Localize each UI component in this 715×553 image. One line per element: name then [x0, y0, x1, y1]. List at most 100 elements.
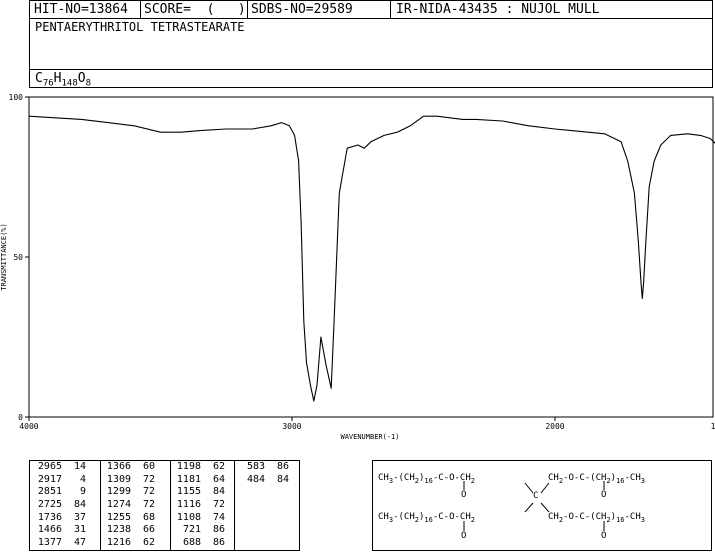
peak-transmittance: 14 — [73, 461, 86, 472]
structure-sub: 2 — [470, 515, 475, 524]
peak-transmittance: 62 — [142, 537, 155, 549]
peak-transmittance: 72 — [142, 486, 155, 498]
peak-wavenumber: 1238 — [106, 524, 131, 536]
peak-wavenumber: 1181 — [176, 473, 201, 485]
plot-frame — [28, 96, 714, 418]
ir-spectrum-chart: 40003000200015001000500100500WAVENUMBER(… — [0, 93, 715, 441]
peak-transmittance: 66 — [142, 524, 155, 536]
peak-row: 2851 9 — [32, 486, 96, 499]
structure-sub: 3 — [388, 515, 394, 524]
peak-transmittance: 37 — [73, 511, 86, 523]
peak-transmittance: 74 — [212, 511, 225, 523]
peak-wavenumber: 583 — [246, 461, 265, 472]
structure-text: -CH — [624, 473, 641, 483]
peak-transmittance: 84 — [276, 473, 289, 485]
x-tick-label: 1500 — [711, 422, 715, 431]
structure-text: CH — [378, 473, 389, 483]
divider — [140, 1, 141, 18]
structure-text: CH — [548, 473, 559, 483]
peak-row: 1299 72 — [101, 486, 169, 499]
central-carbon: C — [533, 491, 539, 501]
peak-row: 688 86 — [171, 537, 233, 550]
peak-wavenumber: 2725 — [37, 499, 62, 511]
peak-column: 2965 14 2917 4 2851 9 2725 84 1736 37 1466 31 1377 47 — [32, 461, 96, 550]
structure-sub: 2 — [470, 476, 475, 485]
peak-column: 1366 60 1309 72 1299 72 1274 72 1255 68 1238 66 1216… — [100, 461, 169, 550]
molecular-formula: C76H148O8 — [35, 71, 91, 89]
peak-transmittance: 84 — [212, 486, 225, 498]
peak-column: 1198 62 1181 64 1155 84 1116 72 1108 74 721 86 688 86 — [170, 461, 233, 550]
structure-text: -O-C-(CH — [563, 473, 607, 483]
spectrum-header: HIT-NO=13864 SCORE= ( ) SDBS-NO=29589 IR… — [29, 0, 713, 89]
peak-wavenumber: 1116 — [176, 499, 201, 511]
peak-wavenumber: 2851 — [37, 486, 62, 498]
divider — [390, 1, 391, 18]
peak-wavenumber: 1216 — [106, 537, 131, 549]
peak-row: 1108 74 — [171, 512, 233, 525]
structure-text: ) — [418, 473, 425, 483]
hit-number: HIT-NO=13864 — [34, 2, 128, 17]
x-tick-label: 3000 — [282, 422, 301, 431]
peak-row: 1736 37 — [32, 512, 96, 525]
peak-wavenumber: 688 — [182, 537, 201, 549]
peak-transmittance: 31 — [73, 524, 86, 536]
peak-row: 1366 60 — [101, 461, 169, 474]
peak-row: 484 84 — [235, 474, 300, 487]
peak-transmittance: 47 — [73, 537, 86, 549]
peak-wavenumber: 1377 — [37, 537, 62, 549]
ir-nida-info: IR-NIDA-43435 : NUJOL MULL — [396, 2, 600, 17]
peak-row: 1238 66 — [101, 524, 169, 537]
structure-text: ) — [610, 512, 617, 522]
peak-transmittance: 9 — [79, 486, 86, 498]
y-tick-label: 50 — [13, 253, 23, 262]
structure-sub: 16 — [424, 476, 433, 485]
structure-text: ) — [610, 473, 617, 483]
divider — [247, 1, 248, 18]
peak-row: 1155 84 — [171, 486, 233, 499]
peak-transmittance: 68 — [142, 511, 155, 523]
structure-text: CH — [548, 512, 559, 522]
peak-transmittance: 4 — [79, 473, 86, 485]
header-info-row: HIT-NO=13864 SCORE= ( ) SDBS-NO=29589 IR… — [30, 1, 712, 19]
structure-text: -CH — [624, 512, 641, 522]
peak-row: 1274 72 — [101, 499, 169, 512]
ester-chain-bottom: CH3-(CH2)16-C-O-CH2 — [378, 512, 475, 524]
peak-row: 1309 72 — [101, 474, 169, 487]
x-axis-label: WAVENUMBER(-1) — [340, 433, 399, 441]
peak-wavenumber: 1255 — [106, 511, 131, 523]
x-tick-label: 4000 — [19, 422, 38, 431]
peak-row: 1116 72 — [171, 499, 233, 512]
structure-sub: 3 — [640, 515, 645, 524]
spectrum-line — [28, 115, 715, 402]
peak-transmittance: 86 — [276, 461, 289, 472]
peak-transmittance: 86 — [212, 524, 225, 536]
formula-count: 76 — [42, 78, 54, 89]
formula-count: 148 — [61, 78, 78, 89]
peak-transmittance: 84 — [73, 499, 86, 511]
peak-row: 583 86 — [235, 461, 300, 474]
structure-sub: 3 — [388, 476, 394, 485]
sdbs-number: SDBS-NO=29589 — [251, 2, 353, 17]
formula-count: 8 — [85, 78, 92, 89]
peak-row: 1377 47 — [32, 537, 96, 550]
structure-sub: 2 — [606, 515, 611, 524]
structure-text: -C-O-CH — [432, 512, 471, 522]
peak-row: 1198 62 — [171, 461, 233, 474]
structure-sub: 2 — [558, 476, 564, 485]
carbonyl-oxygen: O — [461, 531, 467, 541]
y-tick-label: 100 — [9, 93, 24, 102]
structure-text: -O-C-(CH — [563, 512, 607, 522]
carbonyl-oxygen: O — [461, 490, 467, 500]
peak-wavenumber: 1466 — [37, 524, 62, 536]
score: SCORE= ( ) — [144, 2, 246, 17]
structure-bonds — [463, 481, 605, 531]
peak-transmittance: 72 — [142, 499, 155, 511]
peak-transmittance: 72 — [212, 499, 225, 511]
ester-chain-top-right: CH2-O-C-(CH2)16-CH3 — [548, 473, 645, 485]
structure-sub: 2 — [414, 515, 419, 524]
peak-wavenumber: 1198 — [176, 461, 201, 472]
peak-wavenumber: 1155 — [176, 486, 201, 498]
divider — [30, 69, 712, 70]
peak-row: 721 86 — [171, 524, 233, 537]
peak-row: 1255 68 — [101, 512, 169, 525]
